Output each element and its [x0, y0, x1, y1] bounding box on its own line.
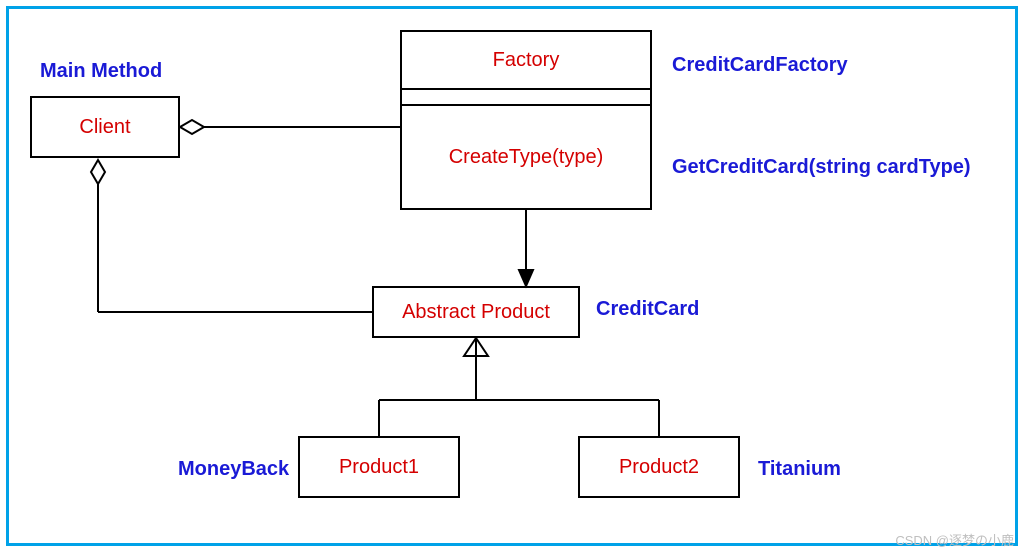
node-factory-method: CreateType(type) — [449, 146, 604, 169]
node-abstract-product-label: Abstract Product — [402, 301, 550, 324]
node-product1: Product1 — [298, 436, 460, 498]
node-factory: Factory CreateType(type) — [400, 30, 652, 210]
annotation-factory-method: GetCreditCard(string cardType) — [672, 156, 971, 179]
node-product2-label: Product2 — [619, 456, 699, 479]
node-client: Client — [30, 96, 180, 158]
node-factory-title: Factory — [493, 49, 560, 72]
annotation-product2-class: Titanium — [758, 458, 841, 481]
node-product2: Product2 — [578, 436, 740, 498]
node-factory-header: Factory — [402, 32, 650, 90]
node-abstract-product: Abstract Product — [372, 286, 580, 338]
node-client-label: Client — [79, 116, 130, 139]
node-product1-label: Product1 — [339, 456, 419, 479]
node-factory-method-row: CreateType(type) — [402, 106, 650, 208]
annotation-abstract-class: CreditCard — [596, 298, 699, 321]
annotation-product1-class: MoneyBack — [178, 458, 289, 481]
watermark: CSDN @逐梦の小鹿 — [895, 530, 1014, 549]
annotation-factory-class: CreditCardFactory — [672, 54, 848, 77]
annotation-main-method: Main Method — [40, 60, 162, 83]
node-factory-spacer — [402, 90, 650, 106]
